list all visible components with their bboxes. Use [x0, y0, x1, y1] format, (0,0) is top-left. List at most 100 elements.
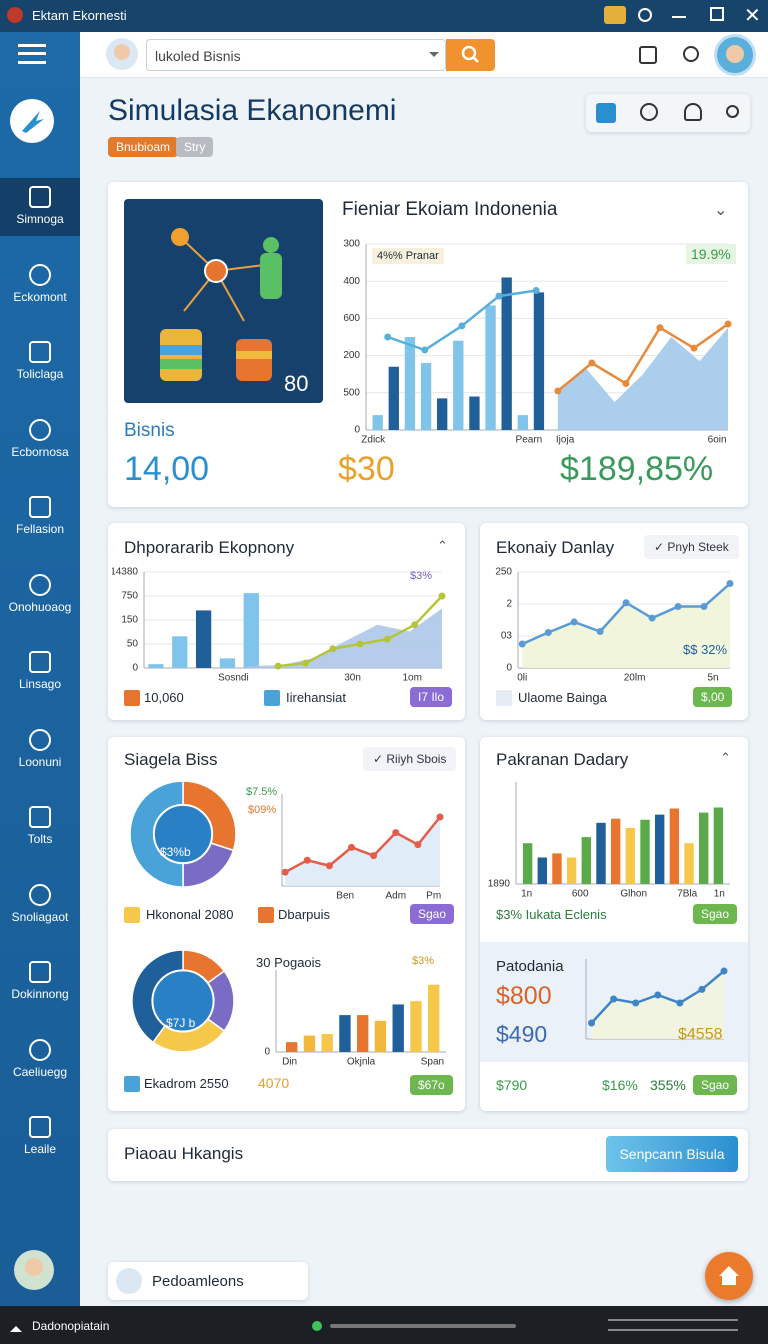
title-bar: Ektam Ekornesti ✕ [0, 0, 768, 32]
badge[interactable]: $67o [410, 1075, 453, 1095]
bar [339, 1015, 351, 1052]
nav-item[interactable]: Simnoga [0, 178, 80, 236]
search-icon[interactable] [726, 105, 739, 118]
x-tick-label: Ijoja [556, 435, 575, 446]
save-icon[interactable] [596, 103, 616, 123]
nav-item[interactable]: Toliclaga [0, 333, 80, 391]
nav-item[interactable]: Loonuni [0, 721, 80, 779]
checkbox[interactable] [258, 907, 274, 923]
bar [195, 610, 212, 668]
users-icon[interactable] [684, 103, 702, 121]
nav-icon [29, 418, 51, 441]
illustration: 80 [124, 199, 323, 403]
tag[interactable]: Bnubioam [108, 137, 179, 157]
taskbar: Dadonopiatain [0, 1306, 768, 1344]
nav-item[interactable]: Dokinnong [0, 953, 80, 1011]
card-button[interactable]: ✓ Riiyh Sbois [363, 747, 457, 771]
point [698, 985, 706, 993]
help-icon[interactable] [683, 46, 699, 62]
checkbox[interactable] [124, 907, 140, 923]
banner-button[interactable]: Senpcann Bisula [606, 1136, 738, 1172]
nav-item[interactable]: Onohuoaog [0, 566, 80, 624]
collapse[interactable]: ⌄ [714, 202, 728, 219]
bar [219, 658, 236, 668]
point [654, 991, 662, 999]
nav-icon [29, 341, 51, 363]
bar [148, 664, 164, 668]
y-tick-label: 0 [264, 1047, 270, 1058]
chip[interactable]: Pedoamleons [108, 1262, 308, 1300]
point [458, 322, 466, 330]
pie-chart [129, 780, 237, 888]
nav-icon [29, 263, 51, 286]
logo [10, 99, 54, 143]
nav-item[interactable]: Fellasion [0, 488, 80, 546]
avatar[interactable] [106, 38, 138, 70]
nav-icon [29, 496, 51, 518]
area [248, 608, 442, 668]
search-button[interactable] [446, 39, 495, 71]
fab[interactable] [705, 1252, 753, 1300]
nav-item[interactable]: Ecbornosa [0, 411, 80, 469]
bar [485, 305, 496, 430]
collapse[interactable]: ⌃ [437, 538, 448, 553]
area [591, 971, 724, 1039]
badge[interactable]: Sgao [693, 1075, 738, 1095]
area [285, 817, 440, 886]
point [303, 856, 311, 864]
maximize[interactable] [710, 7, 724, 21]
pie-label: $09% [248, 804, 277, 816]
line [284, 816, 441, 874]
minimize[interactable] [672, 16, 686, 18]
bar [654, 814, 665, 884]
card [108, 523, 465, 720]
nav-item[interactable]: Snoliagaot [0, 876, 80, 934]
point [720, 967, 728, 975]
card-button[interactable]: ✓ Pnyh Steek [644, 535, 739, 559]
checkbox[interactable] [124, 1076, 140, 1092]
footer-text: $3% Iukata Eclenis [496, 907, 607, 922]
nav-label: Loonuni [18, 754, 62, 769]
footer-text: 10,060 [144, 690, 184, 705]
nav-item[interactable]: Eckomont [0, 256, 80, 314]
point [329, 645, 337, 653]
checkbox[interactable] [264, 690, 280, 706]
coins-icon [604, 6, 626, 24]
point [596, 628, 604, 636]
bar [640, 819, 650, 884]
nav-item[interactable]: Tolts [0, 798, 80, 856]
collapse[interactable]: ⌃ [720, 750, 731, 765]
point [383, 635, 391, 643]
pie-hole [151, 969, 215, 1033]
user-avatar[interactable] [14, 1250, 54, 1290]
zoom-icon[interactable] [640, 103, 658, 121]
profile[interactable] [714, 34, 756, 76]
nav-item[interactable]: Leaile [0, 1108, 80, 1166]
nav-item[interactable]: Linsago [0, 643, 80, 701]
notes-icon[interactable] [639, 46, 657, 64]
status-icon[interactable] [638, 8, 652, 22]
chart-corner: 19.9% [686, 244, 736, 264]
y-tick-label: 600 [343, 313, 360, 324]
badge[interactable]: Sgao [693, 904, 738, 924]
stat: $30 [338, 450, 395, 488]
tag[interactable]: Stry [176, 137, 214, 157]
close[interactable]: ✕ [744, 5, 761, 27]
top-bar: lukoled Bisnis [80, 32, 768, 78]
badge[interactable]: $,00 [693, 687, 733, 707]
badge[interactable]: I7 Ilo [410, 687, 453, 707]
checkbox[interactable] [124, 690, 140, 706]
menu-button[interactable] [18, 44, 46, 64]
x-tick-label: 30n [344, 673, 361, 682]
search-box[interactable]: lukoled Bisnis [146, 39, 446, 71]
badge[interactable]: Sgao [410, 904, 455, 924]
checkbox[interactable] [496, 690, 512, 706]
nav-item[interactable]: Caeliuegg [0, 1031, 80, 1089]
point [656, 324, 664, 332]
home[interactable] [10, 1320, 22, 1332]
chart: Ben Adm Pm [281, 794, 444, 902]
bar [285, 1042, 298, 1052]
point [726, 580, 734, 588]
bar [625, 827, 636, 884]
